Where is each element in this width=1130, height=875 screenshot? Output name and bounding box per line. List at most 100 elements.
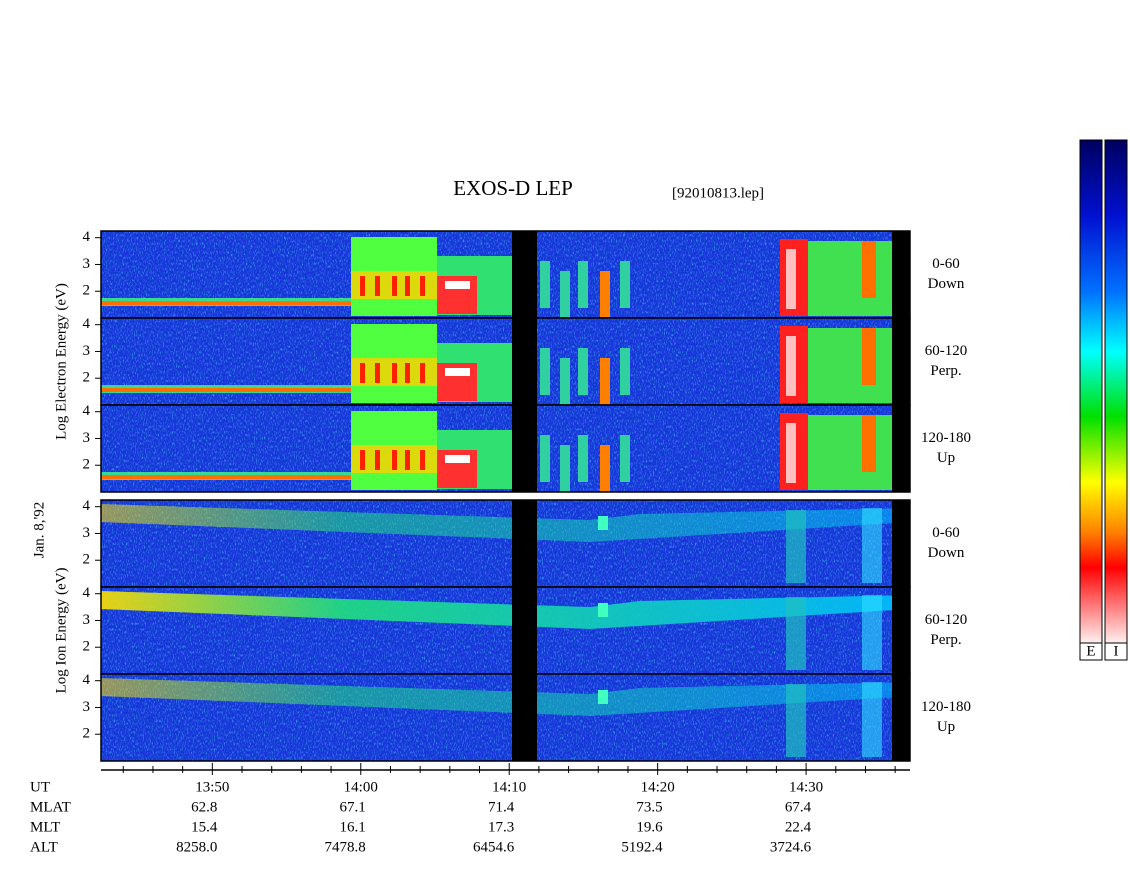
- colorbar: [1079, 139, 1103, 644]
- y-axis-label: Log Ion Energy (eV): [53, 568, 69, 694]
- burst-streak: [420, 363, 425, 383]
- panel-angle: 60-120: [925, 612, 968, 628]
- x-tick-label: 14:30: [789, 779, 823, 795]
- burst-streak: [360, 363, 365, 383]
- streak: [578, 435, 588, 482]
- colorbar-label-box: [1079, 642, 1103, 661]
- burst: [808, 241, 892, 316]
- burst: [808, 328, 892, 403]
- burst: [598, 516, 608, 530]
- row-value: 16.1: [340, 819, 366, 835]
- y-tick-label: 4: [83, 672, 91, 688]
- burst-streak: [392, 450, 397, 470]
- burst: [598, 690, 608, 704]
- panel-angle: 0-60: [932, 256, 960, 272]
- burst-streak: [360, 450, 365, 470]
- burst: [862, 415, 876, 472]
- x-tick-label: 14:00: [344, 779, 378, 795]
- row-value: 6454.6: [473, 839, 515, 855]
- streak: [600, 271, 610, 318]
- row-value: 3724.6: [770, 839, 812, 855]
- y-tick-label: 2: [83, 726, 91, 742]
- colorbar-label: E: [1086, 643, 1095, 659]
- x-tick-label: 14:10: [492, 779, 526, 795]
- row-value: 15.4: [191, 819, 218, 835]
- streak: [600, 445, 610, 492]
- data-gap: [892, 231, 910, 318]
- burst-streak: [420, 276, 425, 296]
- y-tick-label: 3: [83, 525, 91, 541]
- burst: [786, 684, 806, 757]
- burst: [862, 508, 882, 583]
- burst-streak: [405, 276, 410, 296]
- burst-streak: [405, 450, 410, 470]
- burst: [862, 328, 876, 385]
- streak: [620, 261, 630, 308]
- burst: [862, 241, 876, 298]
- colorbar: [1104, 139, 1128, 644]
- panel-angle: 120-180: [921, 699, 971, 715]
- y-tick-label: 4: [83, 498, 91, 514]
- streak: [620, 435, 630, 482]
- streak: [578, 261, 588, 308]
- y-tick-label: 4: [83, 229, 91, 245]
- burst: [445, 368, 470, 376]
- burst: [862, 595, 882, 670]
- streak: [600, 358, 610, 405]
- burst-streak: [375, 450, 380, 470]
- y-tick-label: 3: [83, 256, 91, 272]
- row-value: 7478.8: [325, 839, 366, 855]
- panel-frame: [100, 673, 911, 762]
- panel-direction: Down: [928, 545, 965, 561]
- data-gap: [892, 318, 910, 405]
- burst: [808, 415, 892, 490]
- y-tick-label: 3: [83, 343, 91, 359]
- low-energy-band: [101, 388, 351, 392]
- burst: [786, 423, 796, 483]
- y-tick-label: 2: [83, 457, 91, 473]
- chart-subtitle: [92010813.lep]: [672, 185, 764, 201]
- data-gap: [512, 318, 537, 405]
- row-value: 5192.4: [621, 839, 663, 855]
- ion-band: [101, 678, 910, 716]
- y-tick-label: 3: [83, 699, 91, 715]
- row-value: 67.4: [785, 799, 812, 815]
- data-gap: [512, 500, 537, 587]
- panel-direction: Up: [937, 719, 955, 735]
- y-tick-label: 4: [83, 403, 91, 419]
- x-tick-label: 13:50: [195, 779, 229, 795]
- streak: [540, 435, 550, 482]
- streak: [620, 348, 630, 395]
- low-energy-band: [101, 301, 351, 305]
- data-gap: [892, 500, 910, 587]
- y-tick-label: 2: [83, 552, 91, 568]
- panel-direction: Perp.: [930, 363, 961, 379]
- x-axis-label: UT: [30, 779, 50, 795]
- panel-frame: [100, 404, 911, 493]
- row-value: 17.3: [488, 819, 514, 835]
- burst-streak: [420, 450, 425, 470]
- ion-band: [101, 504, 910, 542]
- burst: [786, 510, 806, 583]
- streak: [540, 261, 550, 308]
- row-value: 73.5: [636, 799, 662, 815]
- x-tick-label: 14:20: [641, 779, 675, 795]
- row-label: MLT: [30, 819, 60, 835]
- colorbar-label: I: [1114, 643, 1119, 659]
- burst: [598, 603, 608, 617]
- low-energy-band: [101, 475, 351, 479]
- data-gap: [892, 674, 910, 761]
- chart-title: EXOS-D LEP: [453, 176, 573, 200]
- colorbar-label-box: [1104, 642, 1128, 661]
- burst-streak: [360, 276, 365, 296]
- row-value: 22.4: [785, 819, 812, 835]
- burst-streak: [392, 276, 397, 296]
- y-tick-label: 4: [83, 585, 91, 601]
- burst-streak: [375, 363, 380, 383]
- panel-direction: Down: [928, 276, 965, 292]
- streak: [540, 348, 550, 395]
- burst: [862, 682, 882, 757]
- ion-band: [101, 591, 910, 629]
- y-tick-label: 2: [83, 639, 91, 655]
